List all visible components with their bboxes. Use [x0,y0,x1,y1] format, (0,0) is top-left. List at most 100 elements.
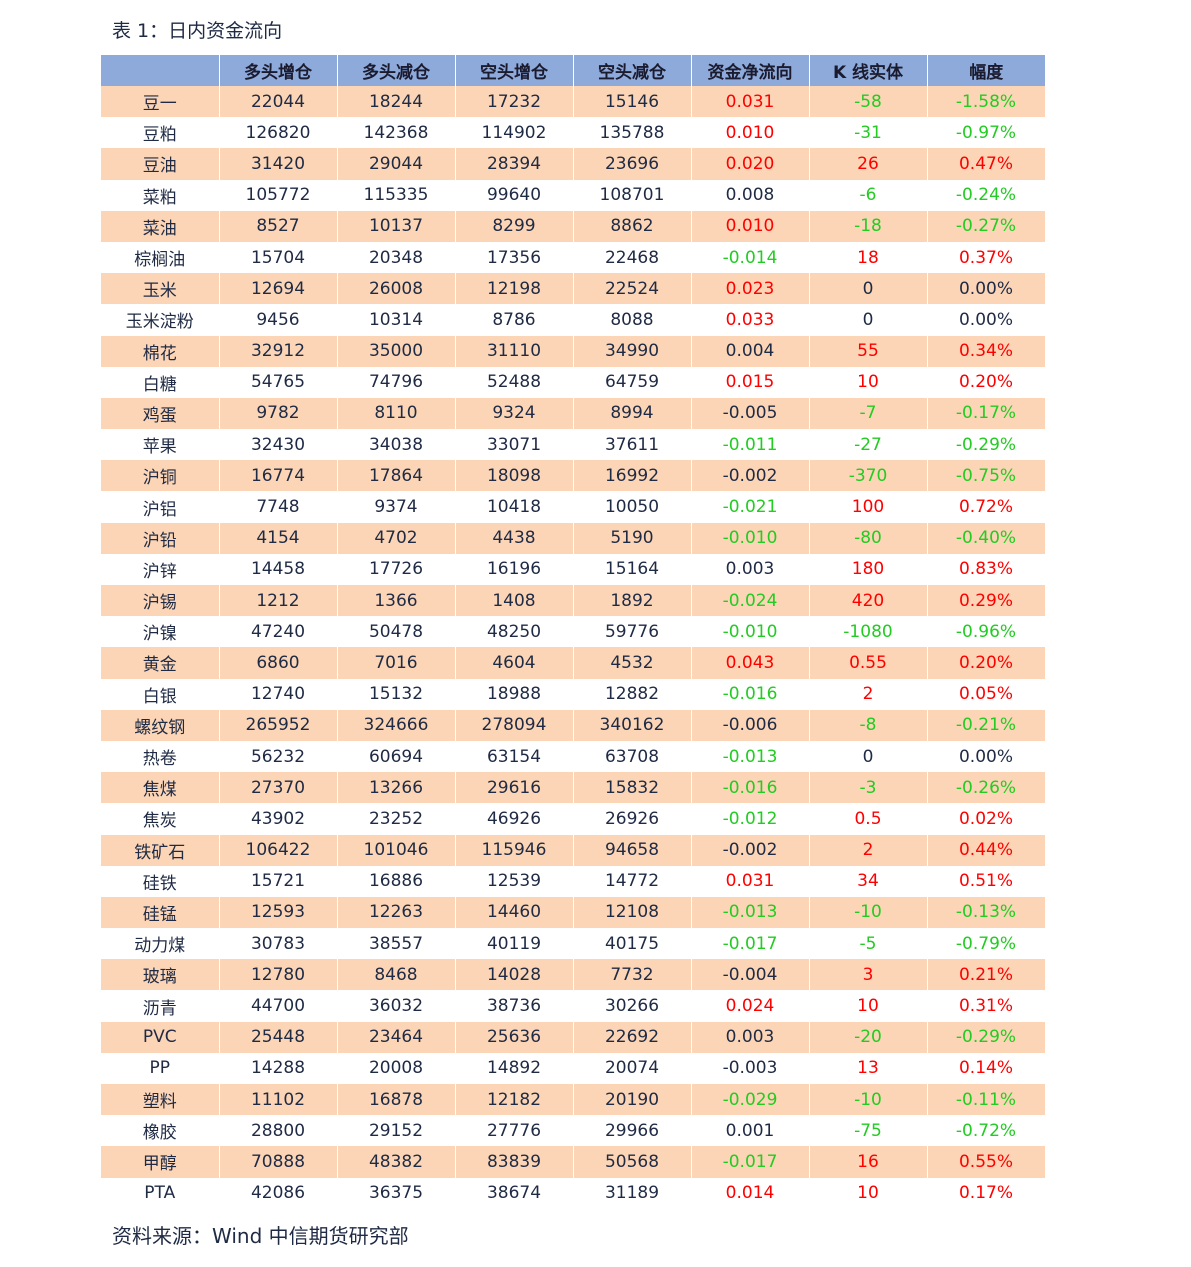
short-cut-cell: 23696 [573,148,692,180]
change-cell: 0.29% [927,585,1046,617]
short-add-cell: 63154 [455,740,574,773]
long-cut-cell: 18244 [337,86,456,118]
change-cell: 0.00% [927,304,1046,336]
short-add-cell: 17232 [455,86,574,118]
net-flow-cell: -0.016 [691,772,810,804]
net-flow-cell: -0.011 [691,429,810,461]
short-cut-cell: 63708 [573,740,692,773]
long-cut-cell: 142368 [337,117,456,149]
short-cut-cell: 40175 [573,928,692,960]
table-row: 豆一 22044 18244 17232 15146 0.031 -58 -1.58% [101,86,1046,118]
long-cut-cell: 16886 [337,865,456,897]
commodity-name-cell: 鸡蛋 [101,397,220,430]
k-body-cell: -31 [809,117,928,149]
short-cut-cell: 20074 [573,1052,692,1084]
net-flow-cell: -0.012 [691,803,810,835]
commodity-name-cell: 沥青 [101,990,220,1022]
short-add-cell: 46926 [455,803,574,835]
long-cut-cell: 17864 [337,460,456,492]
short-cut-cell: 59776 [573,616,692,648]
short-cut-cell: 12882 [573,678,692,710]
short-add-cell: 4438 [455,522,574,554]
long-cut-cell: 16878 [337,1084,456,1116]
short-add-cell: 29616 [455,772,574,804]
short-add-cell: 99640 [455,179,574,211]
long-add-cell: 25448 [219,1021,338,1053]
change-cell: 0.00% [927,273,1046,305]
change-cell: 0.31% [927,990,1046,1022]
commodity-name-cell: 塑料 [101,1084,220,1116]
table-row: 焦炭 43902 23252 46926 26926 -0.012 0.5 0.02% [101,803,1046,835]
long-cut-cell: 1366 [337,585,456,617]
short-cut-cell: 15164 [573,553,692,585]
short-add-cell: 14892 [455,1052,574,1084]
k-body-cell: -80 [809,522,928,554]
change-cell: -1.58% [927,86,1046,118]
long-add-cell: 54765 [219,366,338,398]
long-add-cell: 12780 [219,959,338,991]
table-row: 鸡蛋 9782 8110 9324 8994 -0.005 -7 -0.17% [101,397,1046,430]
table-row: 沪锡 1212 1366 1408 1892 -0.024 420 0.29% [101,585,1046,617]
long-cut-cell: 60694 [337,740,456,773]
commodity-name-cell: 豆一 [101,86,220,118]
commodity-name-cell: 铁矿石 [101,834,220,866]
long-add-cell: 32430 [219,429,338,461]
header-cell-net-flow: 资金净流向 [691,55,810,86]
commodity-name-cell: 硅锰 [101,896,220,929]
change-cell: -0.27% [927,210,1046,242]
short-add-cell: 33071 [455,429,574,461]
long-cut-cell: 8468 [337,959,456,991]
long-cut-cell: 115335 [337,179,456,211]
long-add-cell: 70888 [219,1146,338,1178]
commodity-name-cell: 焦炭 [101,803,220,835]
commodity-name-cell: 苹果 [101,429,220,461]
change-cell: 0.00% [927,740,1046,773]
change-cell: 0.44% [927,834,1046,866]
net-flow-cell: 0.023 [691,273,810,305]
commodity-name-cell: 橡胶 [101,1115,220,1147]
table-row: 沪铅 4154 4702 4438 5190 -0.010 -80 -0.40% [101,522,1046,554]
long-cut-cell: 36375 [337,1177,456,1209]
long-add-cell: 14288 [219,1052,338,1084]
commodity-name-cell: 棕榈油 [101,241,220,274]
short-cut-cell: 15832 [573,772,692,804]
long-cut-cell: 23252 [337,803,456,835]
commodity-name-cell: 沪铜 [101,460,220,492]
commodity-name-cell: 热卷 [101,740,220,773]
long-cut-cell: 324666 [337,709,456,741]
commodity-name-cell: PTA [101,1177,220,1209]
k-body-cell: 26 [809,148,928,180]
long-cut-cell: 29152 [337,1115,456,1147]
commodity-name-cell: PP [101,1052,220,1084]
long-cut-cell: 7016 [337,647,456,679]
commodity-name-cell: 螺纹钢 [101,709,220,741]
change-cell: -0.13% [927,896,1046,929]
long-cut-cell: 35000 [337,335,456,367]
k-body-cell: -1080 [809,616,928,648]
net-flow-cell: -0.013 [691,896,810,929]
k-body-cell: -27 [809,429,928,461]
short-add-cell: 31110 [455,335,574,367]
net-flow-cell: -0.013 [691,740,810,773]
k-body-cell: 2 [809,834,928,866]
long-add-cell: 56232 [219,740,338,773]
k-body-cell: 10 [809,1177,928,1209]
commodity-name-cell: 沪锌 [101,553,220,585]
net-flow-cell: -0.017 [691,1146,810,1178]
short-cut-cell: 5190 [573,522,692,554]
short-cut-cell: 14772 [573,865,692,897]
long-cut-cell: 10314 [337,304,456,336]
commodity-name-cell: 动力煤 [101,928,220,960]
net-flow-cell: 0.033 [691,304,810,336]
short-cut-cell: 64759 [573,366,692,398]
change-cell: 0.02% [927,803,1046,835]
k-body-cell: -10 [809,1084,928,1116]
short-cut-cell: 15146 [573,86,692,118]
commodity-name-cell: 沪镍 [101,616,220,648]
long-add-cell: 265952 [219,709,338,741]
k-body-cell: -18 [809,210,928,242]
commodity-name-cell: 硅铁 [101,865,220,897]
table-row: 热卷 56232 60694 63154 63708 -0.013 0 0.00% [101,740,1046,773]
change-cell: 0.55% [927,1146,1046,1178]
k-body-cell: -58 [809,86,928,118]
